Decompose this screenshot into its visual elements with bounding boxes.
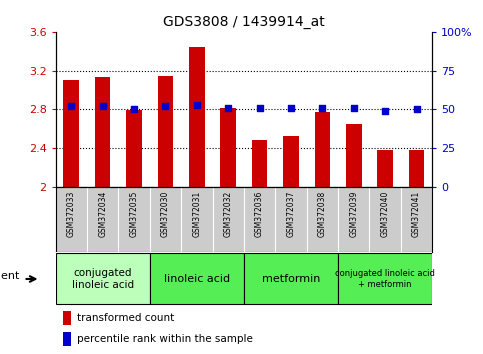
Bar <box>244 253 338 304</box>
Text: GSM372039: GSM372039 <box>349 190 358 237</box>
Text: GSM372040: GSM372040 <box>381 190 390 237</box>
Point <box>161 103 170 109</box>
Text: GSM372031: GSM372031 <box>192 190 201 236</box>
Bar <box>63 311 71 325</box>
Bar <box>346 124 362 187</box>
Bar <box>189 47 205 187</box>
Text: GSM372041: GSM372041 <box>412 190 421 236</box>
Text: GSM372035: GSM372035 <box>129 190 139 237</box>
Bar <box>338 253 432 304</box>
Bar <box>377 150 393 187</box>
Point <box>256 105 264 111</box>
Bar <box>150 253 244 304</box>
Point <box>319 105 327 111</box>
Text: GSM372036: GSM372036 <box>255 190 264 237</box>
Point <box>130 107 138 112</box>
Bar <box>56 253 150 304</box>
Point <box>350 105 357 111</box>
Point <box>99 103 107 109</box>
Bar <box>126 110 142 187</box>
Bar <box>157 75 173 187</box>
Bar <box>63 332 71 346</box>
Text: GSM372032: GSM372032 <box>224 190 233 236</box>
Bar <box>63 80 79 187</box>
Text: percentile rank within the sample: percentile rank within the sample <box>77 334 253 344</box>
Text: GSM372038: GSM372038 <box>318 190 327 236</box>
Bar <box>220 108 236 187</box>
Point <box>68 103 75 109</box>
Text: GSM372034: GSM372034 <box>98 190 107 237</box>
Title: GDS3808 / 1439914_at: GDS3808 / 1439914_at <box>163 16 325 29</box>
Text: conjugated linoleic acid
+ metformin: conjugated linoleic acid + metformin <box>335 269 435 289</box>
Text: linoleic acid: linoleic acid <box>164 274 230 284</box>
Text: conjugated
linoleic acid: conjugated linoleic acid <box>71 268 134 290</box>
Text: GSM372037: GSM372037 <box>286 190 296 237</box>
Point <box>287 105 295 111</box>
Bar <box>283 136 299 187</box>
Bar <box>95 78 111 187</box>
Text: transformed count: transformed count <box>77 313 174 323</box>
Bar <box>252 139 268 187</box>
Point <box>382 108 389 114</box>
Text: agent: agent <box>0 271 20 281</box>
Bar <box>409 150 425 187</box>
Text: GSM372030: GSM372030 <box>161 190 170 237</box>
Text: metformin: metformin <box>262 274 320 284</box>
Text: GSM372033: GSM372033 <box>67 190 76 237</box>
Point <box>193 102 201 108</box>
Point <box>224 105 232 111</box>
Point <box>412 107 420 112</box>
Bar <box>314 112 330 187</box>
